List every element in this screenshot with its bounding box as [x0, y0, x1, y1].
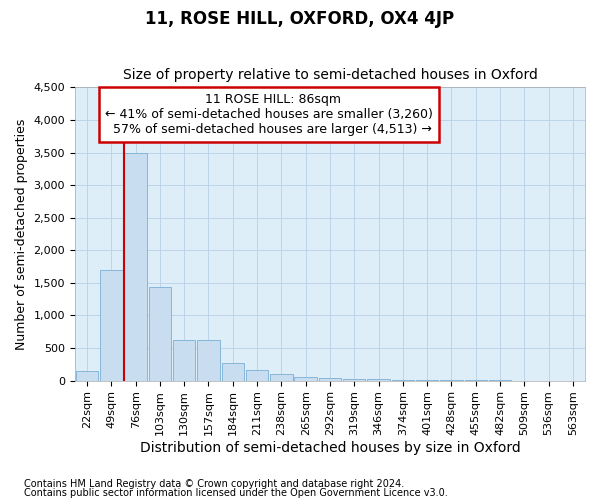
Text: Contains public sector information licensed under the Open Government Licence v3: Contains public sector information licen… — [24, 488, 448, 498]
Bar — [343, 379, 365, 380]
Title: Size of property relative to semi-detached houses in Oxford: Size of property relative to semi-detach… — [122, 68, 538, 82]
Text: 11, ROSE HILL, OXFORD, OX4 4JP: 11, ROSE HILL, OXFORD, OX4 4JP — [145, 10, 455, 28]
Bar — [197, 340, 220, 380]
Bar — [76, 371, 98, 380]
Bar — [221, 363, 244, 380]
Bar — [246, 370, 268, 380]
Y-axis label: Number of semi-detached properties: Number of semi-detached properties — [15, 118, 28, 350]
Bar — [319, 378, 341, 380]
Bar — [173, 340, 196, 380]
Bar — [149, 288, 171, 380]
Bar — [295, 376, 317, 380]
Text: 11 ROSE HILL: 86sqm
← 41% of semi-detached houses are smaller (3,260)
  57% of s: 11 ROSE HILL: 86sqm ← 41% of semi-detach… — [105, 93, 433, 136]
Bar — [100, 270, 122, 380]
X-axis label: Distribution of semi-detached houses by size in Oxford: Distribution of semi-detached houses by … — [140, 441, 520, 455]
Bar — [124, 152, 147, 380]
Text: Contains HM Land Registry data © Crown copyright and database right 2024.: Contains HM Land Registry data © Crown c… — [24, 479, 404, 489]
Bar — [270, 374, 293, 380]
